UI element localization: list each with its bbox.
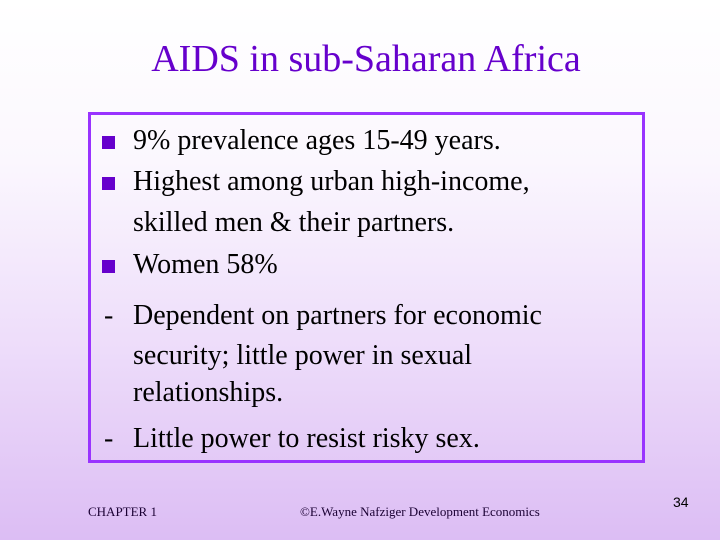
bullet-text: Women 58% [133, 249, 278, 280]
sub-item-text-continuation: security; little power in sexual [133, 340, 473, 371]
sub-item-text: Dependent on partners for economic [133, 300, 542, 331]
bullet-text: Highest among urban high-income, [133, 166, 530, 197]
sub-item-text: Little power to resist risky sex. [133, 423, 480, 454]
dash-marker: - [104, 423, 114, 454]
page-number: 34 [673, 494, 689, 510]
slide-title: AIDS in sub-Saharan Africa [151, 38, 581, 80]
footer-chapter: CHAPTER 1 [88, 504, 157, 519]
bullet-square-icon [102, 260, 115, 273]
bullet-square-icon [102, 136, 115, 149]
bullet-square-icon [102, 177, 115, 190]
footer-copyright: ©E.Wayne Nafziger Development Economics [300, 504, 540, 519]
content-box [88, 112, 645, 463]
dash-marker: - [104, 300, 114, 331]
bullet-text-continuation: skilled men & their partners. [133, 207, 455, 238]
bullet-text: 9% prevalence ages 15-49 years. [133, 125, 501, 156]
sub-item-text-continuation: relationships. [133, 377, 284, 408]
